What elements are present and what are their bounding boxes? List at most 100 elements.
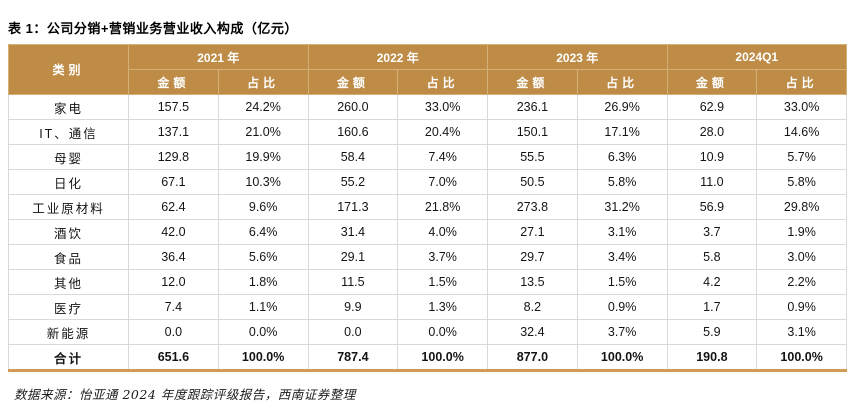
share-cell: 21.8% xyxy=(397,194,488,220)
header-amount: 金额 xyxy=(307,69,399,95)
share-cell: 0.0% xyxy=(397,319,488,345)
share-cell: 33.0% xyxy=(397,94,488,120)
amount-cell: 0.0 xyxy=(307,319,399,345)
share-cell: 100.0% xyxy=(217,344,309,372)
revenue-composition-table: 类别 2021 年 2022 年 2023 年 2024Q1 金额 占比 金额 占比 金额 占比 金额… xyxy=(8,44,847,372)
table-row: 母婴 129.8 19.9% 58.4 7.4% 55.5 6.3% 10.9 5.7% xyxy=(8,144,847,170)
header-year-group: 2024Q1 xyxy=(666,44,847,70)
amount-cell: 1.7 xyxy=(666,294,758,320)
table-row: 酒饮 42.0 6.4% 31.4 4.0% 27.1 3.1% 3.7 1.9% xyxy=(8,219,847,245)
amount-cell: 236.1 xyxy=(487,94,578,120)
share-cell: 33.0% xyxy=(756,94,847,120)
share-cell: 5.8% xyxy=(576,169,668,195)
amount-cell: 137.1 xyxy=(128,119,219,145)
table-body: 家电 157.5 24.2% 260.0 33.0% 236.1 26.9% 62.9 33.0… xyxy=(8,94,847,372)
amount-cell: 171.3 xyxy=(307,194,399,220)
amount-cell: 32.4 xyxy=(487,319,578,345)
amount-cell: 31.4 xyxy=(307,219,399,245)
total-row: 合计 651.6 100.0% 787.4 100.0% 877.0 100.0% 190.8… xyxy=(8,344,847,372)
header-amount: 金额 xyxy=(128,69,219,95)
share-cell: 5.8% xyxy=(756,169,847,195)
table-title: 表 1：公司分销+营销业务营业收入构成（亿元） xyxy=(8,21,298,36)
category-cell: 医疗 xyxy=(8,294,129,320)
share-cell: 4.0% xyxy=(397,219,488,245)
category-cell: 酒饮 xyxy=(8,219,129,245)
amount-cell: 13.5 xyxy=(487,269,578,295)
amount-cell: 160.6 xyxy=(307,119,399,145)
table-row: 新能源 0.0 0.0% 0.0 0.0% 32.4 3.7% 5.9 3.1% xyxy=(8,319,847,345)
amount-cell: 877.0 xyxy=(487,344,578,372)
share-cell: 0.9% xyxy=(756,294,847,320)
table-row: 食品 36.4 5.6% 29.1 3.7% 29.7 3.4% 5.8 3.0% xyxy=(8,244,847,270)
amount-cell: 11.5 xyxy=(307,269,399,295)
share-cell: 3.4% xyxy=(576,244,668,270)
share-cell: 1.3% xyxy=(397,294,488,320)
amount-cell: 12.0 xyxy=(128,269,219,295)
category-cell: 日化 xyxy=(8,169,129,195)
table-row: 家电 157.5 24.2% 260.0 33.0% 236.1 26.9% 62.9 33.0… xyxy=(8,94,847,120)
amount-cell: 8.2 xyxy=(487,294,578,320)
share-cell: 0.9% xyxy=(576,294,668,320)
share-cell: 5.7% xyxy=(756,144,847,170)
share-cell: 3.7% xyxy=(397,244,488,270)
amount-cell: 260.0 xyxy=(307,94,399,120)
amount-cell: 273.8 xyxy=(487,194,578,220)
header-share: 占比 xyxy=(217,69,309,95)
share-cell: 1.8% xyxy=(217,269,309,295)
header-category: 类别 xyxy=(8,44,129,95)
header-amount: 金额 xyxy=(666,69,758,95)
amount-cell: 29.1 xyxy=(307,244,399,270)
share-cell: 3.1% xyxy=(756,319,847,345)
amount-cell: 5.9 xyxy=(666,319,758,345)
amount-cell: 28.0 xyxy=(666,119,758,145)
amount-cell: 50.5 xyxy=(487,169,578,195)
amount-cell: 0.0 xyxy=(128,319,219,345)
amount-cell: 651.6 xyxy=(128,344,219,372)
share-cell: 6.4% xyxy=(217,219,309,245)
share-cell: 3.7% xyxy=(576,319,668,345)
amount-cell: 29.7 xyxy=(487,244,578,270)
header-share: 占比 xyxy=(756,69,847,95)
share-cell: 10.3% xyxy=(217,169,309,195)
amount-cell: 11.0 xyxy=(666,169,758,195)
header-share: 占比 xyxy=(576,69,668,95)
amount-cell: 787.4 xyxy=(307,344,399,372)
share-cell: 1.5% xyxy=(397,269,488,295)
share-cell: 1.5% xyxy=(576,269,668,295)
table-header: 类别 2021 年 2022 年 2023 年 2024Q1 金额 占比 金额 占比 金额 占比 金额… xyxy=(8,44,847,95)
amount-cell: 55.2 xyxy=(307,169,399,195)
share-cell: 100.0% xyxy=(576,344,668,372)
share-cell: 21.0% xyxy=(217,119,309,145)
share-cell: 3.0% xyxy=(756,244,847,270)
amount-cell: 150.1 xyxy=(487,119,578,145)
amount-cell: 42.0 xyxy=(128,219,219,245)
amount-cell: 55.5 xyxy=(487,144,578,170)
share-cell: 31.2% xyxy=(576,194,668,220)
category-cell: IT、通信 xyxy=(8,119,129,145)
share-cell: 7.0% xyxy=(397,169,488,195)
table-row: IT、通信 137.1 21.0% 160.6 20.4% 150.1 17.1% 28.0 1… xyxy=(8,119,847,145)
amount-cell: 7.4 xyxy=(128,294,219,320)
share-cell: 2.2% xyxy=(756,269,847,295)
category-cell: 食品 xyxy=(8,244,129,270)
category-cell: 工业原材料 xyxy=(8,194,129,220)
share-cell: 24.2% xyxy=(217,94,309,120)
amount-cell: 56.9 xyxy=(666,194,758,220)
share-cell: 20.4% xyxy=(397,119,488,145)
amount-cell: 67.1 xyxy=(128,169,219,195)
amount-cell: 27.1 xyxy=(487,219,578,245)
table-row: 工业原材料 62.4 9.6% 171.3 21.8% 273.8 31.2% 56.9 29.… xyxy=(8,194,847,220)
header-year-group: 2022 年 xyxy=(307,44,488,70)
share-cell: 100.0% xyxy=(397,344,488,372)
table-row: 医疗 7.4 1.1% 9.9 1.3% 8.2 0.9% 1.7 0.9% xyxy=(8,294,847,320)
share-cell: 5.6% xyxy=(217,244,309,270)
share-cell: 3.1% xyxy=(576,219,668,245)
category-cell: 母婴 xyxy=(8,144,129,170)
share-cell: 7.4% xyxy=(397,144,488,170)
header-year-group: 2023 年 xyxy=(487,44,668,70)
share-cell: 9.6% xyxy=(217,194,309,220)
amount-cell: 4.2 xyxy=(666,269,758,295)
amount-cell: 129.8 xyxy=(128,144,219,170)
share-cell: 26.9% xyxy=(576,94,668,120)
